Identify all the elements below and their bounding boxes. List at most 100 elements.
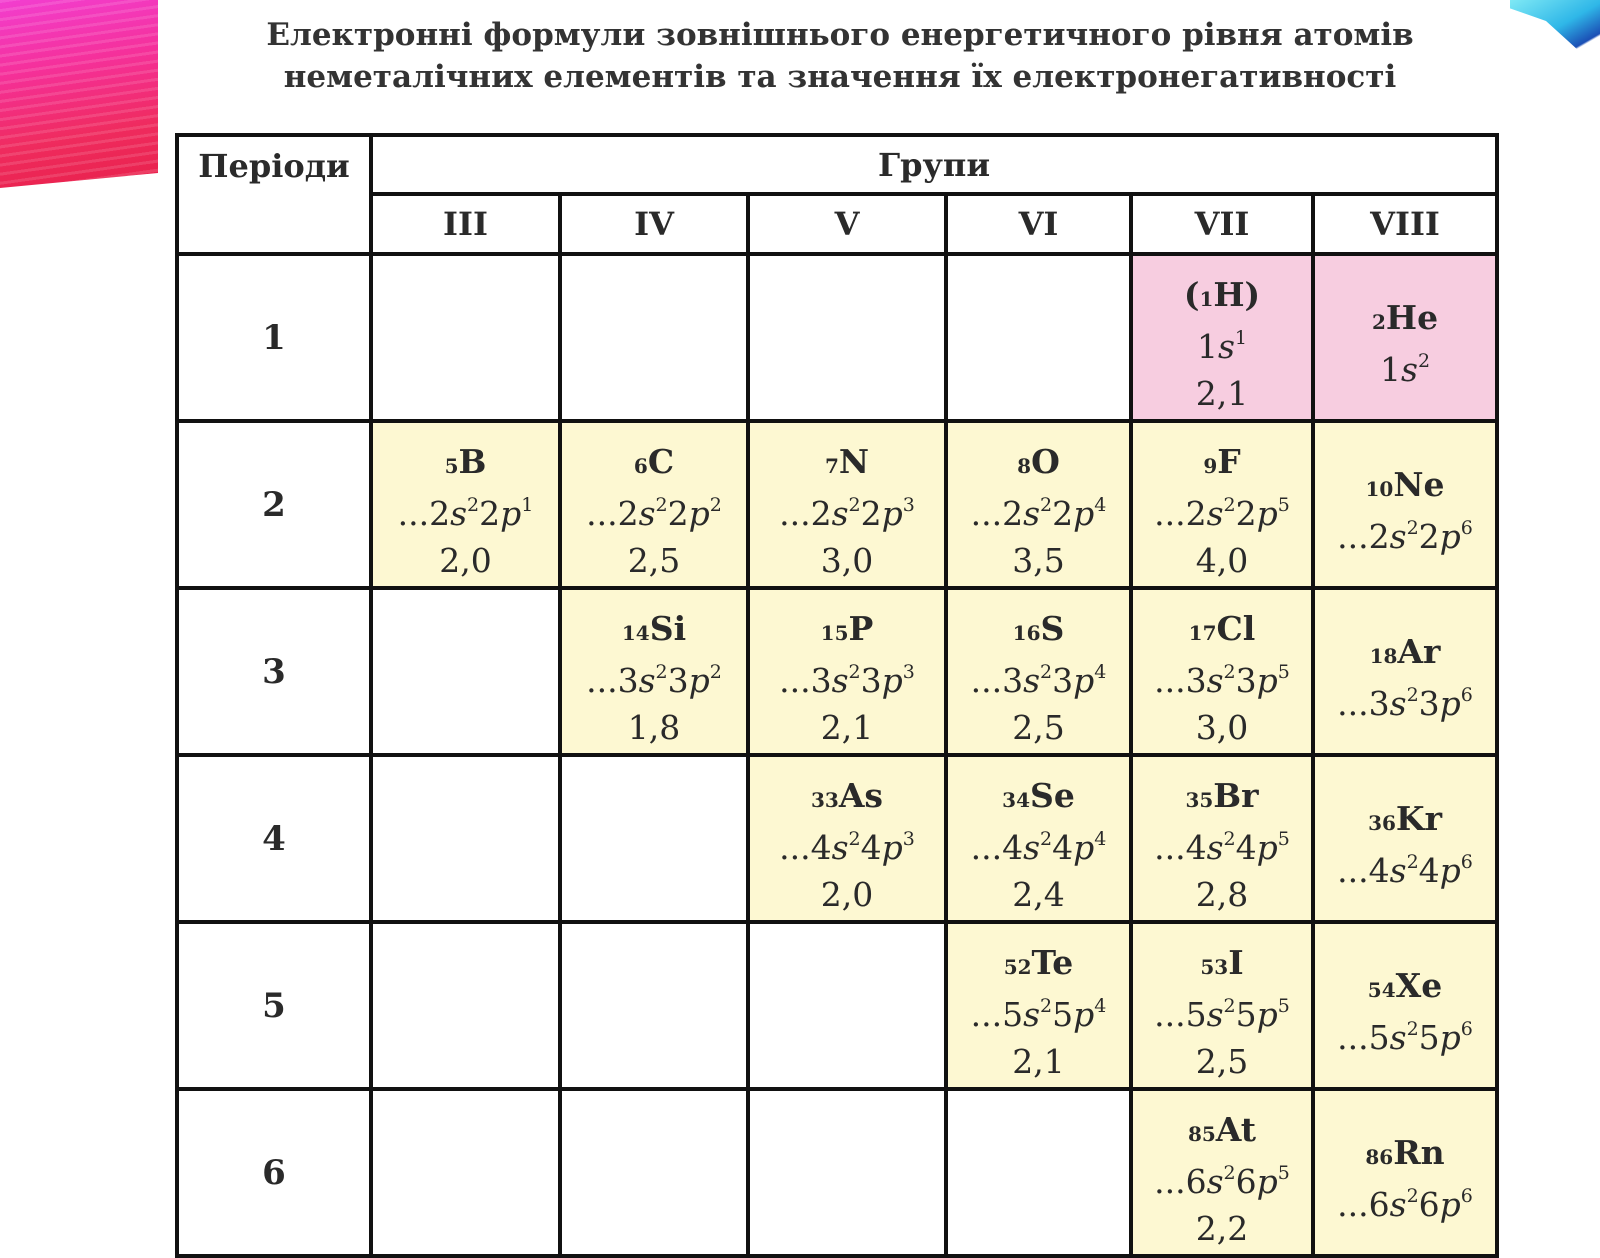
period-number: 4 (175, 753, 373, 924)
element-cell-Ne: 10Ne ...2s22p6 (1310, 419, 1500, 590)
electron-configuration: 1s2 (1315, 346, 1495, 393)
p-orbital: p (1256, 827, 1278, 867)
element-symbol-line: 85At (1133, 1106, 1311, 1158)
element-cell-F: 9F ...2s22p5 4,0 (1129, 419, 1315, 590)
p-electrons: 5 (1277, 827, 1290, 850)
element-symbol-line: 10Ne (1315, 461, 1495, 513)
element-symbol-line: 53I (1133, 939, 1311, 991)
empty-cell (369, 1087, 562, 1258)
config-shell: ...4 (1337, 851, 1390, 890)
element-symbol: As (838, 775, 884, 815)
element-symbol-line: 5B (373, 438, 558, 490)
electron-configuration: ...2s22p5 (1133, 490, 1311, 537)
s-electrons: 2 (1223, 827, 1236, 850)
s-electrons: 2 (1223, 660, 1236, 683)
atomic-number: 33 (810, 787, 839, 812)
atomic-number: 18 (1369, 644, 1398, 668)
config-shell: ...6 (1154, 1161, 1207, 1201)
config-shell: ...3 (1337, 684, 1390, 723)
p-orbital: p (881, 660, 903, 700)
config-shell: ...3 (779, 660, 832, 700)
element-symbol: F (1217, 441, 1241, 481)
p-electrons: 2 (709, 660, 722, 683)
element-cell-Se: 34Se ...4s24p4 2,4 (944, 753, 1133, 924)
element-symbol-line: 18Ar (1315, 628, 1495, 680)
atomic-number: 14 (621, 620, 650, 645)
config-shell: 4 (1052, 827, 1074, 867)
p-electrons: 3 (902, 827, 915, 850)
config-shell: ...4 (779, 827, 832, 867)
element-symbol-line: 15P (750, 605, 944, 657)
s-orbital: s (1389, 517, 1407, 556)
empty-cell (944, 252, 1133, 423)
s-orbital: s (1023, 660, 1041, 700)
electronegativity: 2,1 (820, 707, 874, 747)
config-shell: 5 (1235, 994, 1257, 1034)
periodic-table-nonmetals: Періоди Групи III IV V VI VII VIII 1 (1H) 1s1 2,… (175, 133, 1500, 1258)
s-orbital: s (1206, 493, 1224, 533)
empty-cell (558, 252, 750, 423)
p-electrons: 5 (1277, 994, 1290, 1017)
element-cell-Xe: 54Xe ...5s25p6 (1310, 920, 1500, 1091)
element-cell-Te: 52Te ...5s25p4 2,1 (944, 920, 1133, 1091)
element-symbol-line: 17Cl (1133, 605, 1311, 657)
table-row: 2 5B ...2s22p1 2,0 6C ...2s22p2 2,5 7N ...2s22p3… (175, 419, 1500, 590)
element-symbol-line: 9F (1133, 438, 1311, 490)
element-symbol: Si (649, 608, 687, 648)
atomic-number: 34 (1002, 787, 1030, 812)
s-electrons: 2 (655, 493, 668, 516)
electron-configuration: ...5s25p4 (948, 991, 1129, 1038)
electron-configuration: ...3s23p2 (562, 657, 746, 704)
s-electrons: 2 (1223, 1161, 1236, 1184)
element-symbol: Br (1213, 775, 1259, 815)
element-symbol-line: 36Kr (1315, 795, 1495, 847)
electron-configuration: ...4s24p6 (1315, 847, 1495, 894)
electron-configuration: 1s1 (1133, 323, 1311, 370)
electron-configuration: ...2s22p3 (750, 490, 944, 537)
p-orbital: p (1439, 517, 1461, 556)
s-electrons: 2 (848, 660, 861, 683)
p-orbital: p (1439, 851, 1461, 890)
s-electrons: 2 (467, 493, 480, 516)
config-shell: 3 (1235, 660, 1257, 700)
p-orbital: p (1439, 684, 1461, 723)
p-electrons: 3 (902, 493, 915, 516)
group-header-VI: VI (944, 192, 1133, 256)
p-orbital: p (500, 493, 522, 533)
s-orbital: s (1206, 827, 1224, 867)
empty-cell (558, 920, 750, 1091)
config-shell: 2 (1052, 493, 1074, 533)
p-electrons: 4 (1094, 827, 1107, 850)
electronegativity: 2,2 (1195, 1208, 1249, 1248)
p-orbital: p (1073, 827, 1095, 867)
p-electrons: 3 (902, 660, 915, 683)
s-electrons: 2 (1417, 350, 1431, 372)
element-cell-H: (1H) 1s1 2,1 (1129, 252, 1315, 423)
s-orbital: s (1389, 851, 1407, 890)
electronegativity: 1,8 (627, 707, 681, 747)
element-cell-S: 16S ...3s23p4 2,5 (944, 586, 1133, 757)
element-cell-Ar: 18Ar ...3s23p6 (1310, 586, 1500, 757)
period-number: 5 (175, 920, 373, 1091)
group-header-V: V (746, 192, 948, 256)
element-symbol-line: 2He (1315, 294, 1495, 346)
table-row: 5 52Te ...5s25p4 2,1 53I ...5s25p5 2,5 54Xe ...5… (175, 920, 1500, 1091)
slide-title: Електронні формули зовнішнього енергетич… (190, 14, 1490, 98)
config-shell: ...2 (1337, 517, 1390, 556)
config-shell: 5 (1052, 994, 1074, 1034)
electronegativity: 2,0 (439, 540, 492, 580)
electronegativity: 2,8 (1195, 874, 1249, 914)
electron-configuration: ...3s23p3 (750, 657, 944, 704)
atomic-number: 6 (633, 453, 648, 478)
config-shell: ...5 (1154, 994, 1207, 1034)
s-orbital: s (1206, 1161, 1224, 1201)
s-electrons: 2 (655, 660, 668, 683)
electronegativity: 3,0 (820, 540, 874, 580)
atomic-number: 1 (1199, 286, 1214, 311)
empty-cell (746, 1087, 948, 1258)
period-number: 3 (175, 586, 373, 757)
electron-configuration: ...3s23p5 (1133, 657, 1311, 704)
s-orbital: s (1389, 1185, 1407, 1224)
electronegativity: 2,5 (1012, 707, 1065, 747)
s-electrons: 2 (1223, 994, 1236, 1017)
